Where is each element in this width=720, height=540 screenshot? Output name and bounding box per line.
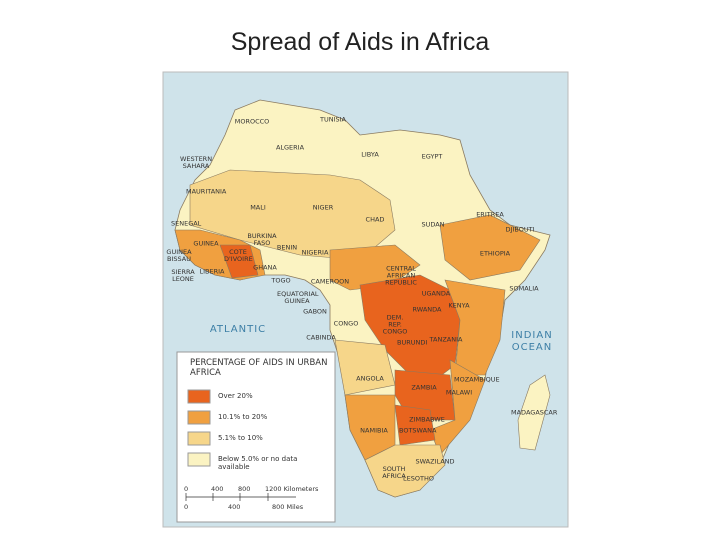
country-label: TUNISIA [320, 115, 346, 124]
country-label: ANGOLA [356, 374, 384, 383]
country-label: MALI [250, 203, 266, 212]
country-label: COTE D'IVOIRE [224, 248, 253, 263]
country-label: MOZAMBIQUE [454, 375, 500, 384]
country-label: CABINDA [306, 333, 336, 342]
country-label: LIBYA [361, 150, 379, 159]
country-label: DEM. REP. CONGO [382, 313, 408, 336]
country-label: LESOTHO [403, 474, 434, 483]
country-label: RWANDA [412, 305, 442, 314]
scale-label: 0 [184, 485, 189, 493]
regions [174, 169, 541, 498]
legend-label: Below 5.0% or no data available [218, 455, 298, 471]
country-label: SOUTH AFRICA [382, 465, 406, 480]
scale-bar [185, 493, 296, 501]
country-label: NIGERIA [301, 248, 329, 257]
legend-title: PERCENTAGE OF AIDS IN URBAN AFRICA [190, 358, 328, 378]
scale-label: 800 [238, 485, 251, 493]
country-label: WESTERN SAHARA [179, 155, 213, 170]
country-label: GUINEA [193, 239, 219, 248]
legend-label: Over 20% [218, 392, 253, 400]
country-label: ALGERIA [275, 143, 305, 152]
country-label: KENYA [448, 301, 470, 310]
country-label: BENIN [276, 243, 298, 252]
country-label: ETHIOPIA [479, 249, 511, 258]
country-label: EGYPT [421, 152, 443, 161]
country-label: TANZANIA [429, 335, 463, 344]
country-label: ERITREA [476, 210, 504, 219]
region [359, 274, 461, 381]
madagascar [517, 374, 551, 451]
region [394, 404, 436, 446]
country-label: MALAWI [445, 388, 473, 397]
country-label: ZIMBABWE [409, 415, 445, 424]
country-label: SIERRA LEONE [171, 268, 195, 283]
country-label: ZAMBIA [411, 383, 437, 392]
country-label: CENTRAL AFRICAN REPUBLIC [385, 264, 417, 287]
country-label: GABON [303, 307, 327, 316]
region [439, 214, 541, 281]
country-label: DJIBOUTI [505, 225, 535, 234]
country-label: MAURITANIA [186, 187, 227, 196]
region [189, 169, 396, 261]
country-label: SUDAN [421, 220, 445, 229]
country-label: GUINEA BISSAU [166, 248, 192, 263]
country-label: BURKINA FASO [247, 232, 277, 247]
legend-swatch [187, 410, 211, 425]
country-label: CHAD [365, 215, 385, 224]
country-label: UGANDA [421, 289, 451, 298]
country-label: LIBERIA [199, 267, 225, 276]
country-label: MADAGASCAR [511, 408, 558, 417]
country-label: SOMALIA [509, 284, 539, 293]
country-label: TOGO [271, 276, 291, 285]
ocean-label: INDIAN OCEAN [511, 330, 553, 353]
region [444, 279, 506, 376]
legend-swatch [187, 389, 211, 404]
legend-swatch [187, 452, 211, 467]
legend-label: 10.1% to 20% [218, 413, 268, 421]
legend-swatch [187, 431, 211, 446]
scale-label: 400 [228, 503, 241, 511]
slide-title: Spread of Aids in Africa [230, 28, 490, 56]
country-label: BOTSWANA [399, 426, 437, 435]
country-label: NIGER [312, 203, 334, 212]
country-label: BURUNDI [397, 338, 428, 347]
legend-label: 5.1% to 10% [218, 434, 263, 442]
scale-label: 0 [184, 503, 189, 511]
scale-label: 400 [211, 485, 224, 493]
country-label: SWAZILAND [415, 457, 455, 466]
country-label: MOROCCO [234, 117, 270, 126]
country-label: GHANA [253, 263, 277, 272]
scale-label: 800 Miles [272, 503, 304, 511]
country-label: CONGO [333, 319, 359, 328]
region [364, 444, 446, 498]
scale-label: 1200 Kilometers [265, 485, 319, 493]
country-label: SENEGAL [171, 219, 202, 228]
country-label: CAMEROON [310, 277, 350, 286]
region [334, 339, 396, 396]
ocean-label: ATLANTIC [209, 324, 267, 335]
country-label: NAMIBIA [360, 426, 388, 435]
country-label: EQUATORIAL GUINEA [277, 290, 319, 305]
region [219, 244, 259, 279]
